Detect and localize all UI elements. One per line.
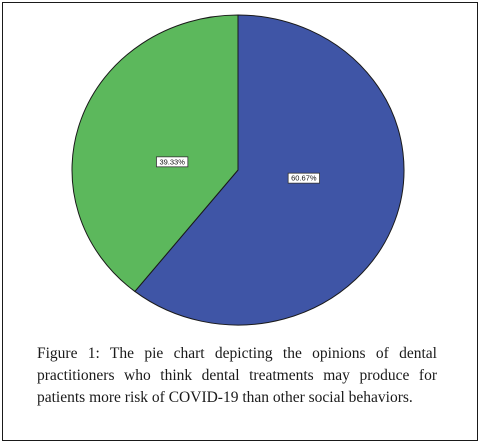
slice-label-1: 60.67%	[287, 172, 320, 184]
svg-text:60.67%: 60.67%	[291, 174, 317, 183]
slice-label-2: 39.33%	[156, 156, 189, 168]
pie-slice-2	[71, 14, 239, 293]
pie-slice-1	[134, 14, 405, 326]
figure-frame	[2, 2, 478, 441]
pie-chart: 60.67% 39.33%	[71, 14, 405, 326]
figure-caption: Figure 1: The pie chart depicting the op…	[37, 345, 437, 406]
svg-text:39.33%: 39.33%	[159, 157, 185, 166]
